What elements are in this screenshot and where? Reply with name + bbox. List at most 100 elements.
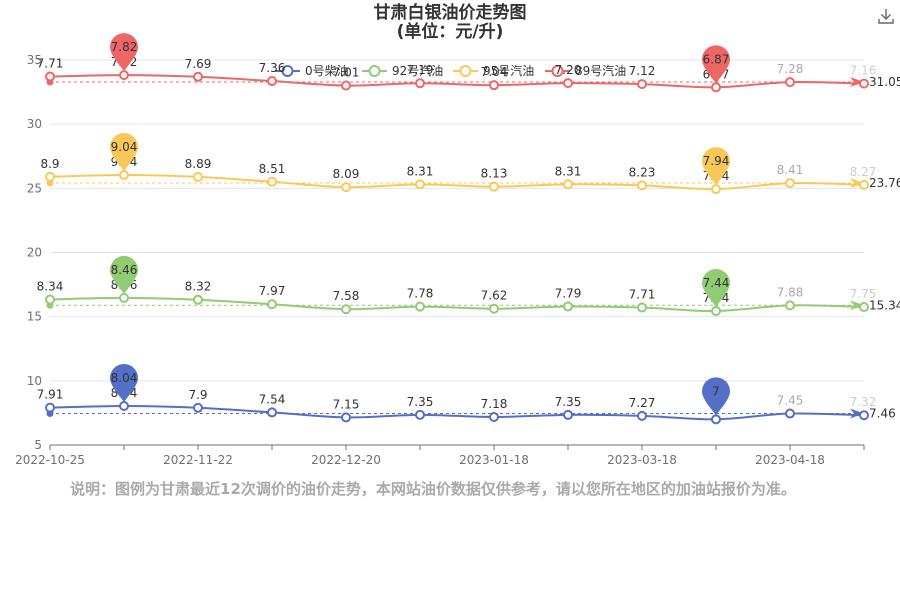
data-label: 7.9 [188, 388, 207, 402]
max-marker-pin [110, 33, 138, 72]
y-tick-label: 30 [27, 117, 42, 131]
max-marker-label: 8.46 [111, 263, 138, 277]
data-label: 8.89 [185, 157, 212, 171]
data-point [415, 301, 425, 312]
data-label: 8.27 [850, 165, 877, 179]
data-point [637, 302, 647, 313]
data-label: 7.69 [185, 57, 212, 71]
legend-marker [459, 65, 472, 77]
min-marker-pin [702, 269, 730, 308]
data-point [563, 301, 573, 312]
data-point [193, 294, 203, 305]
average-label: 31.05 [869, 75, 900, 89]
data-point [711, 82, 721, 93]
data-point [859, 78, 869, 89]
data-point [489, 80, 499, 91]
download-icon[interactable] [876, 6, 896, 26]
data-label: 7.45 [777, 394, 804, 408]
data-point [415, 409, 425, 420]
data-point [341, 412, 351, 423]
y-tick-label: 10 [27, 374, 42, 388]
data-point [267, 76, 277, 87]
min-marker-label: 7.94 [703, 154, 730, 168]
max-marker-pin [110, 132, 138, 171]
x-tick-label: 2023-03-18 [607, 453, 677, 467]
data-label: 7.97 [259, 284, 286, 298]
series-line [49, 74, 865, 89]
chart-title-unit: (单位：元/升) [396, 22, 504, 42]
data-point [563, 409, 573, 420]
legend-marker [368, 65, 381, 77]
series-line [49, 296, 865, 313]
data-point [341, 80, 351, 91]
data-point [415, 78, 425, 89]
data-point [119, 169, 129, 180]
x-tick-label: 2023-04-18 [755, 453, 825, 467]
legend-label: 95号汽油 [483, 63, 534, 78]
data-label: 7.36 [259, 61, 286, 75]
data-label: 7.28 [777, 62, 804, 76]
data-point [637, 79, 647, 90]
data-point [489, 181, 499, 192]
average-arrow [850, 300, 864, 311]
data-label: 7.58 [333, 289, 360, 303]
data-label: 8.31 [555, 164, 582, 178]
min-marker-pin [702, 45, 730, 84]
data-point [859, 179, 869, 190]
min-marker-label: 7 [712, 384, 720, 398]
data-point [637, 410, 647, 421]
average-label: 23.76 [869, 176, 900, 190]
data-point [711, 184, 721, 195]
data-label: 7.04 [481, 65, 508, 79]
data-label: 8.32 [185, 280, 212, 294]
data-label: 8.34 [37, 279, 64, 293]
data-point [267, 176, 277, 187]
data-label: 8.9 [40, 157, 59, 171]
legend-label: 92号汽油 [392, 63, 443, 78]
series-line [49, 404, 865, 421]
data-label: 7.54 [259, 392, 286, 406]
data-label: 7.88 [777, 285, 804, 299]
data-label: 7.35 [555, 395, 582, 409]
average-label: 7.46 [869, 406, 896, 420]
legend-marker [281, 65, 294, 77]
data-label: 7.75 [850, 287, 877, 301]
max-marker-pin [110, 255, 138, 294]
chart-title: 甘肃白银油价走势图 (单位：元/升) [0, 4, 900, 42]
data-label: 8.23 [629, 165, 656, 179]
data-label: 7.91 [37, 388, 64, 402]
x-tick-label: 2022-12-20 [311, 453, 381, 467]
data-label: 7.32 [850, 395, 877, 409]
legend-marker [551, 65, 564, 77]
data-point [415, 179, 425, 190]
data-label: 8.41 [777, 163, 804, 177]
data-label: 7.71 [37, 57, 64, 71]
y-tick-label: 5 [34, 438, 42, 452]
data-label: 7.15 [333, 397, 360, 411]
average-arrow [850, 177, 864, 188]
data-label: 8.51 [259, 162, 286, 176]
y-tick-label: 20 [27, 246, 42, 260]
data-point [45, 171, 55, 182]
y-tick-label: 25 [27, 181, 42, 195]
average-label: 15.34 [869, 298, 900, 312]
min-marker-pin [702, 147, 730, 186]
data-label: 7.12 [629, 64, 656, 78]
chart-note: 说明：图例为甘肃最近12次调价的油价走势，本网站油价数据仅供参考，请以您所在地区… [70, 480, 796, 498]
x-tick-label: 2022-10-25 [15, 453, 85, 467]
data-label: 7.18 [481, 397, 508, 411]
data-point [637, 180, 647, 191]
data-point [489, 303, 499, 314]
x-tick-label: 2023-01-18 [459, 453, 529, 467]
average-arrow [850, 408, 864, 419]
data-label: 7.71 [629, 288, 656, 302]
max-marker-label: 8.04 [111, 371, 138, 385]
data-label: 7.20 [555, 63, 582, 77]
data-point [785, 77, 795, 88]
data-point [785, 300, 795, 311]
data-point [267, 299, 277, 310]
min-marker-label: 7.44 [703, 276, 730, 290]
data-point [711, 414, 721, 425]
data-label: 7.35 [407, 395, 434, 409]
